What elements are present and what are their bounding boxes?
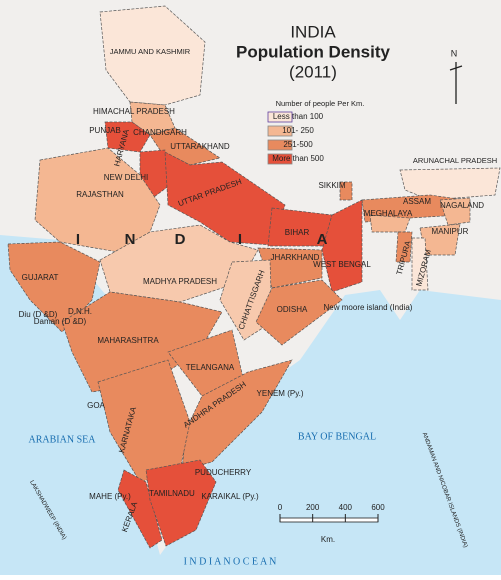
state-label: RAJASTHAN bbox=[76, 190, 124, 199]
legend-swatch bbox=[267, 153, 293, 165]
state-label: NEW DELHI bbox=[104, 173, 148, 182]
legend-swatch bbox=[267, 125, 293, 137]
legend-title: Number of people Per Km. bbox=[276, 99, 365, 108]
state-label: NAGALAND bbox=[440, 201, 484, 210]
scale-tick-label: 0 bbox=[278, 503, 283, 512]
state-label: Diu (D &D) bbox=[19, 310, 58, 319]
year: (2011) bbox=[289, 62, 337, 81]
state-label: ARUNACHAL PRADESH bbox=[413, 156, 497, 165]
sea-label: ARABIAN SEA bbox=[29, 434, 97, 445]
state-label: MANIPUR bbox=[432, 227, 469, 236]
state-label: D.N.H. bbox=[68, 307, 92, 316]
sea-label: BAY OF BENGAL bbox=[298, 431, 376, 442]
state-label: Daman (D &D) bbox=[34, 317, 87, 326]
state-label: KARAIKAL (Py.) bbox=[201, 492, 259, 501]
state-label: WEST BENGAL bbox=[313, 260, 371, 269]
legend-label: More than 500 bbox=[272, 154, 324, 163]
legend: Less than 100 101- 250 251-500 More than 50… bbox=[267, 111, 324, 165]
sea-label: I N D I A N O C E A N bbox=[184, 556, 277, 567]
state-label: GUJARAT bbox=[22, 273, 59, 282]
state-label: ASSAM bbox=[403, 197, 431, 206]
state-label: MADHYA PRADESH bbox=[143, 277, 217, 286]
title: INDIA bbox=[290, 22, 336, 41]
state-label: BIHAR bbox=[285, 228, 310, 237]
subtitle: Population Density bbox=[236, 42, 391, 61]
states bbox=[7, 5, 501, 549]
compass-arrow bbox=[449, 62, 463, 104]
state-label: CHANDIGARH bbox=[133, 128, 187, 137]
legend-swatch bbox=[267, 139, 293, 151]
state-label: YENEM (Py.) bbox=[257, 389, 304, 398]
compass: N bbox=[451, 48, 458, 58]
country-letter: N bbox=[125, 231, 136, 248]
state-label: TAMILNADU bbox=[149, 489, 195, 498]
scale-tick-label: 600 bbox=[371, 503, 385, 512]
state-label: JAMMU AND KASHMIR bbox=[110, 47, 191, 56]
state-label: SIKKIM bbox=[318, 181, 345, 190]
state-label: UTTARAKHAND bbox=[170, 142, 230, 151]
scale-bar bbox=[279, 517, 379, 523]
country-letter: I bbox=[76, 231, 80, 248]
state-label: GOA bbox=[87, 401, 105, 410]
state-label: JHARKHAND bbox=[271, 253, 320, 262]
state-label: MAHE (Py.) bbox=[89, 492, 131, 501]
legend-label: Less than 100 bbox=[273, 112, 324, 121]
state-label: HIMACHAL PRADESH bbox=[93, 107, 175, 116]
state-label: MAHARASHTRA bbox=[97, 336, 159, 345]
scale-unit: Km. bbox=[321, 535, 335, 544]
country-letter: D bbox=[175, 231, 186, 248]
scale-ticks: 0 200 400 600 bbox=[278, 503, 385, 522]
legend-swatch bbox=[267, 111, 293, 123]
state-label: MEGHALAYA bbox=[364, 209, 413, 218]
state-label: PUDUCHERRY bbox=[195, 468, 252, 477]
legend-label: 251-500 bbox=[283, 140, 313, 149]
state-label: ODISHA bbox=[277, 305, 308, 314]
state-label: PUNJAB bbox=[89, 126, 121, 135]
state-label: TELANGANA bbox=[186, 363, 235, 372]
country-letter: I bbox=[238, 231, 242, 248]
scale-tick-label: 200 bbox=[306, 503, 320, 512]
state-label: New moore island (India) bbox=[324, 303, 413, 312]
country-letter: A bbox=[317, 231, 328, 248]
legend-label: 101- 250 bbox=[282, 126, 314, 135]
scale-tick-label: 400 bbox=[339, 503, 353, 512]
